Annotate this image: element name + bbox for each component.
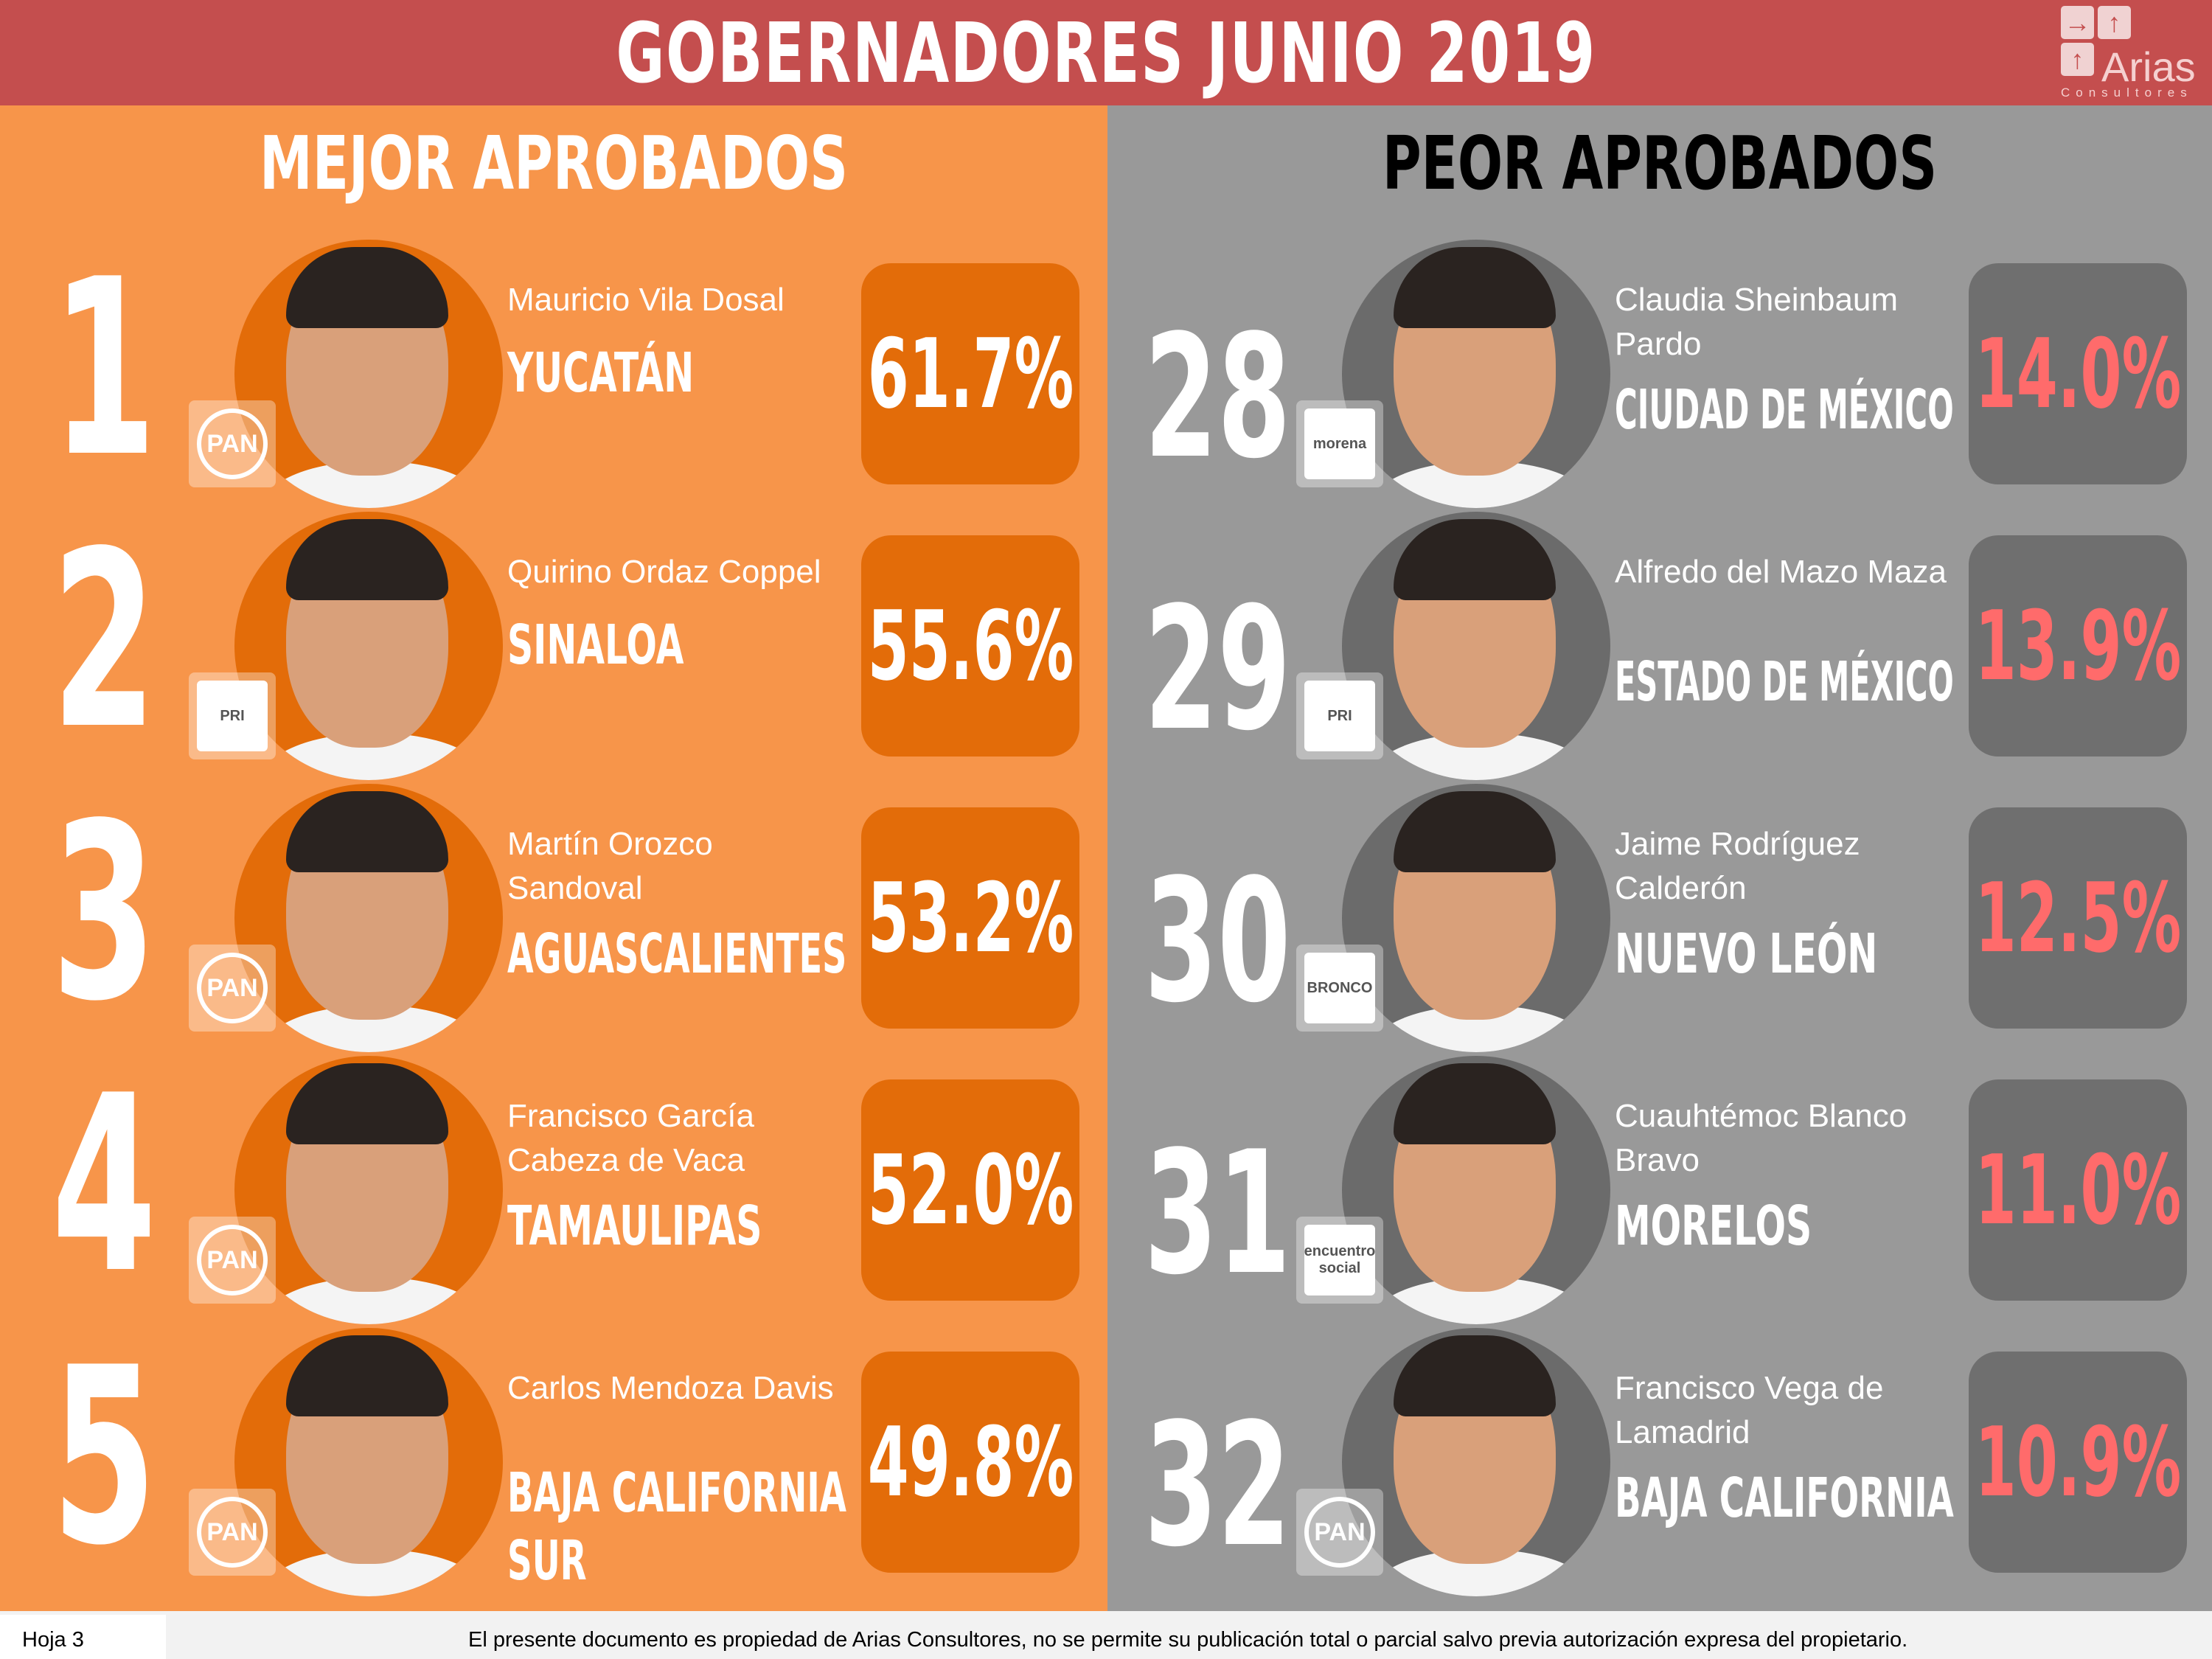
approval-badge: 10.9%: [1969, 1352, 2187, 1573]
governor-photo: [234, 1328, 503, 1596]
state-name: MORELOS: [1615, 1194, 1812, 1258]
governor-row: 32 PAN Francisco Vega de Lamadrid BAJA C…: [1107, 1328, 2212, 1600]
footer: Hoja 3 El presente documento es propieda…: [0, 1615, 2212, 1659]
approval-badge: 12.5%: [1969, 807, 2187, 1029]
state-name: SINALOA: [507, 613, 684, 677]
state-name: BAJA CALIFORNIA SUR: [507, 1461, 846, 1593]
rank-number: 28: [1144, 299, 1291, 496]
logo-name: Arias: [2101, 44, 2196, 90]
governor-name: Quirino Ordaz Coppel: [507, 554, 821, 590]
rank-number: 30: [1144, 844, 1291, 1040]
approval-badge: 61.7%: [861, 263, 1079, 484]
governor-photo: [234, 512, 503, 780]
disclaimer: El presente documento es propiedad de Ar…: [468, 1628, 1908, 1652]
arrow-up-icon: ↑: [2061, 43, 2094, 76]
approval-percent: 55.6%: [867, 590, 1074, 702]
governor-name: Jaime Rodríguez Calderón: [1615, 826, 1860, 906]
state-name: YUCATÁN: [507, 341, 695, 405]
approval-badge: 49.8%: [861, 1352, 1079, 1573]
arrow-right-icon: →: [2061, 6, 2094, 39]
governor-photo: [1342, 240, 1610, 508]
rank-number: 4: [52, 1043, 157, 1326]
governor-row: 4 PAN Francisco García Cabeza de Vaca TA…: [0, 1056, 1107, 1328]
page-title: GOBERNADORES JUNIO 2019: [616, 6, 1596, 102]
approval-percent: 12.5%: [1975, 862, 2181, 974]
governor-photo: [234, 784, 503, 1052]
logo-subtitle: Consultores: [2061, 86, 2193, 100]
sheet-label: Hoja 3: [0, 1615, 166, 1659]
rank-number: 5: [52, 1315, 157, 1599]
governor-photo: [1342, 784, 1610, 1052]
rank-number: 29: [1144, 571, 1291, 768]
governor-name: Alfredo del Mazo Maza: [1615, 554, 1947, 590]
governor-row: 28 morena Claudia Sheinbaum Pardo CIUDAD…: [1107, 240, 2212, 512]
governor-photo: [1342, 1328, 1610, 1596]
governor-name: Cuauhtémoc Blanco Bravo: [1615, 1098, 1907, 1178]
governor-name: Carlos Mendoza Davis: [507, 1370, 834, 1406]
approval-percent: 14.0%: [1975, 318, 2181, 430]
approval-badge: 13.9%: [1969, 535, 2187, 757]
approval-percent: 13.9%: [1975, 590, 2181, 702]
governor-photo: [1342, 512, 1610, 780]
party-logo: PAN: [189, 1489, 276, 1576]
panel-title: MEJOR APROBADOS: [260, 120, 848, 206]
approval-badge: 53.2%: [861, 807, 1079, 1029]
approval-percent: 52.0%: [867, 1134, 1074, 1246]
arias-logo: → ↑ ↑ Arias Consultores: [2061, 6, 2196, 100]
approval-percent: 11.0%: [1975, 1134, 2181, 1246]
state-name: BAJA CALIFORNIA: [1615, 1467, 1954, 1530]
governor-photo: [1342, 1056, 1610, 1324]
governor-row: 3 PAN Martín Orozco Sandoval AGUASCALIEN…: [0, 784, 1107, 1056]
approval-percent: 10.9%: [1975, 1406, 2181, 1518]
approval-percent: 53.2%: [867, 862, 1074, 974]
state-name: NUEVO LEÓN: [1615, 922, 1878, 986]
approval-badge: 14.0%: [1969, 263, 2187, 484]
best-approved-panel: MEJOR APROBADOS 1 PAN Mauricio Vila Dosa…: [0, 105, 1107, 1611]
governor-name: Martín Orozco Sandoval: [507, 826, 713, 906]
rank-number: 3: [52, 771, 157, 1054]
rank-number: 1: [52, 227, 157, 510]
party-logo: PAN: [1296, 1489, 1383, 1576]
worst-approved-panel: PEOR APROBADOS 28 morena Claudia Sheinba…: [1107, 105, 2212, 1611]
state-name: CIUDAD DE MÉXICO: [1615, 378, 1954, 442]
governor-row: 5 PAN Carlos Mendoza Davis BAJA CALIFORN…: [0, 1328, 1107, 1600]
state-name: ESTADO DE MÉXICO: [1615, 650, 1954, 714]
rank-number: 32: [1144, 1388, 1291, 1585]
party-logo: PAN: [189, 945, 276, 1032]
governor-row: 30 BRONCO Jaime Rodríguez Calderón NUEVO…: [1107, 784, 2212, 1056]
party-logo: encuentro social: [1296, 1217, 1383, 1304]
governor-row: 31 encuentro social Cuauhtémoc Blanco Br…: [1107, 1056, 2212, 1328]
approval-badge: 55.6%: [861, 535, 1079, 757]
state-name: TAMAULIPAS: [507, 1194, 762, 1258]
governor-name: Francisco García Cabeza de Vaca: [507, 1098, 754, 1178]
approval-percent: 49.8%: [867, 1406, 1074, 1518]
party-logo: BRONCO: [1296, 945, 1383, 1032]
approval-percent: 61.7%: [867, 318, 1074, 430]
governor-name: Francisco Vega de Lamadrid: [1615, 1370, 1884, 1450]
party-logo: PRI: [1296, 672, 1383, 759]
governor-row: 29 PRI Alfredo del Mazo Maza ESTADO DE M…: [1107, 512, 2212, 784]
panel-title: PEOR APROBADOS: [1382, 120, 1938, 206]
approval-badge: 52.0%: [861, 1079, 1079, 1301]
header-bar: GOBERNADORES JUNIO 2019 → ↑ ↑ Arias Cons…: [0, 0, 2212, 105]
party-logo: morena: [1296, 400, 1383, 487]
party-logo: PAN: [189, 1217, 276, 1304]
party-logo: PRI: [189, 672, 276, 759]
state-name: AGUASCALIENTES: [507, 922, 847, 986]
governor-row: 1 PAN Mauricio Vila Dosal YUCATÁN 61.7%: [0, 240, 1107, 512]
governor-photo: [234, 1056, 503, 1324]
rank-number: 2: [52, 499, 157, 782]
governor-photo: [234, 240, 503, 508]
governor-row: 2 PRI Quirino Ordaz Coppel SINALOA 55.6%: [0, 512, 1107, 784]
party-logo: PAN: [189, 400, 276, 487]
governor-name: Mauricio Vila Dosal: [507, 282, 785, 318]
rank-number: 31: [1144, 1116, 1291, 1312]
approval-badge: 11.0%: [1969, 1079, 2187, 1301]
governor-name: Claudia Sheinbaum Pardo: [1615, 282, 1899, 362]
arrow-up-icon: ↑: [2098, 6, 2131, 39]
